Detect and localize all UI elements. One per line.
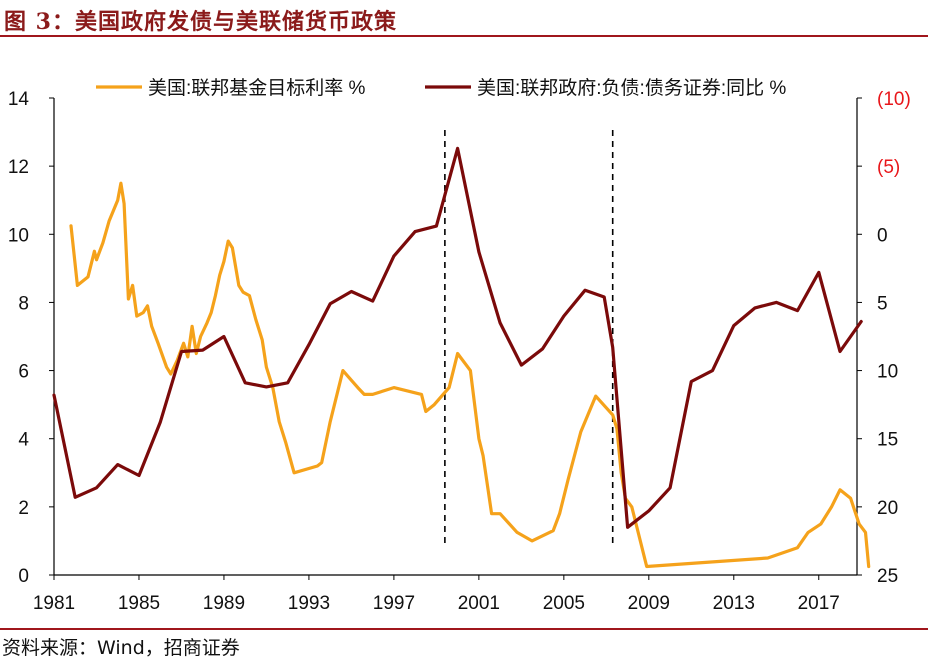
x-tick-label: 2001 xyxy=(458,593,500,614)
x-tick-label: 2005 xyxy=(543,593,585,614)
x-tick-label: 2013 xyxy=(713,593,755,614)
x-tick-label: 2017 xyxy=(798,593,840,614)
x-tick-label: 1981 xyxy=(33,593,75,614)
series-line-debt-securities-yoy xyxy=(52,146,863,529)
axes xyxy=(53,98,858,576)
left-tick-label: 6 xyxy=(18,362,29,383)
series-lines xyxy=(52,146,871,569)
x-tick-label: 2009 xyxy=(628,593,670,614)
footer-rule xyxy=(0,628,928,630)
left-tick-label: 12 xyxy=(8,157,29,178)
left-axis-ticks: 14 12 10 8 6 4 2 0 xyxy=(8,89,54,587)
x-tick-label: 1985 xyxy=(118,593,160,614)
right-tick-label: 15 xyxy=(877,430,898,451)
right-tick-label: 10 xyxy=(877,362,898,383)
legend: 美国:联邦基金目标利率 % 美国:联邦政府:负债:债务证券:同比 % xyxy=(96,77,786,99)
legend-label-fed-funds-rate: 美国:联邦基金目标利率 % xyxy=(148,77,366,99)
right-tick-label: (10) xyxy=(877,89,911,110)
left-tick-label: 10 xyxy=(8,225,29,246)
right-tick-label: (5) xyxy=(877,157,900,178)
right-axis-ticks: (10) (5) 0 5 10 15 20 25 xyxy=(857,89,911,587)
figure-title: 图 3：美国政府发债与美联储货币政策 xyxy=(4,9,397,35)
x-tick-label: 1989 xyxy=(203,593,245,614)
x-tick-label: 1993 xyxy=(288,593,330,614)
left-tick-label: 4 xyxy=(18,430,29,451)
reference-lines xyxy=(444,130,614,548)
header-rule xyxy=(0,35,928,37)
left-tick-label: 2 xyxy=(18,498,29,519)
right-tick-label: 5 xyxy=(877,293,888,314)
series-line-fed-funds-rate xyxy=(69,181,871,569)
right-tick-label: 25 xyxy=(877,566,898,587)
right-tick-label: 0 xyxy=(877,225,888,246)
left-tick-label: 14 xyxy=(8,89,30,110)
x-axis-ticks: 1981 1985 1989 1993 1997 2001 2005 2009 2013 2017 xyxy=(33,575,840,614)
right-tick-label: 20 xyxy=(877,498,898,519)
x-tick-label: 1997 xyxy=(373,593,415,614)
legend-label-debt-securities-yoy: 美国:联邦政府:负债:债务证券:同比 % xyxy=(477,77,786,99)
source-note: 资料来源：Wind，招商证券 xyxy=(2,637,240,659)
left-tick-label: 8 xyxy=(18,293,29,314)
left-tick-label: 0 xyxy=(18,566,29,587)
